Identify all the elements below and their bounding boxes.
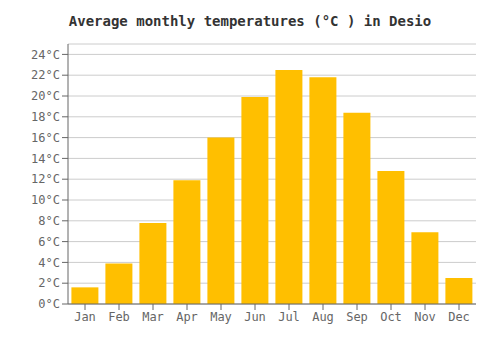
svg-text:Jan: Jan xyxy=(74,310,96,324)
svg-text:14°C: 14°C xyxy=(31,152,60,166)
svg-text:Nov: Nov xyxy=(414,310,436,324)
svg-text:12°C: 12°C xyxy=(31,172,60,186)
svg-text:Aug: Aug xyxy=(312,310,334,324)
svg-text:Jun: Jun xyxy=(244,310,266,324)
svg-text:16°C: 16°C xyxy=(31,131,60,145)
svg-text:Feb: Feb xyxy=(108,310,130,324)
svg-text:Sep: Sep xyxy=(346,310,368,324)
svg-text:May: May xyxy=(210,310,232,324)
svg-text:Apr: Apr xyxy=(176,310,198,324)
svg-text:6°C: 6°C xyxy=(38,235,60,249)
svg-text:8°C: 8°C xyxy=(38,214,60,228)
svg-text:Jul: Jul xyxy=(278,310,300,324)
svg-text:Mar: Mar xyxy=(142,310,164,324)
svg-text:2°C: 2°C xyxy=(38,276,60,290)
svg-text:18°C: 18°C xyxy=(31,110,60,124)
svg-text:0°C: 0°C xyxy=(38,297,60,311)
svg-text:Dec: Dec xyxy=(448,310,470,324)
html-text:Average monthly temperatures (: Average monthly temperatures (°C ) in De… xyxy=(68,13,432,29)
svg-text:4°C: 4°C xyxy=(38,256,60,270)
svg-text:20°C: 20°C xyxy=(31,89,60,103)
svg-text:Oct: Oct xyxy=(380,310,402,324)
svg-text:10°C: 10°C xyxy=(31,193,60,207)
svg-text:24°C: 24°C xyxy=(31,48,60,62)
svg-text:22°C: 22°C xyxy=(31,68,60,82)
